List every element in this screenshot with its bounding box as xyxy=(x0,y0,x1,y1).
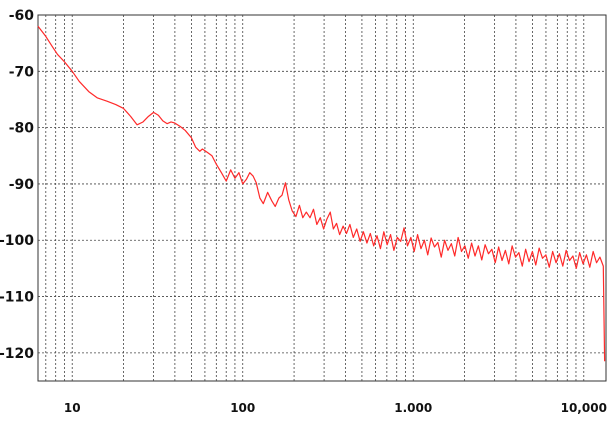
y-tick-label: -120 xyxy=(0,346,34,362)
y-tick-label: -110 xyxy=(0,290,34,306)
y-tick-label: -60 xyxy=(9,8,35,24)
x-tick-label: 1.000 xyxy=(394,401,432,415)
series-line xyxy=(37,25,606,362)
y-tick-label: -70 xyxy=(9,64,35,80)
y-tick-label: -90 xyxy=(9,177,35,193)
series-layer xyxy=(37,25,606,362)
plot-area xyxy=(37,14,607,382)
x-tick-label: 10,000 xyxy=(561,401,607,415)
y-axis-tick-labels: -60 -70 -80 -90 -100 -110 -120 xyxy=(0,8,34,362)
x-tick-label: 100 xyxy=(230,401,255,415)
y-tick-label: -80 xyxy=(9,121,35,137)
x-axis-tick-labels: 10 100 1.000 10,000 xyxy=(64,401,607,415)
grid-lines xyxy=(38,15,606,381)
y-tick-label: -100 xyxy=(0,233,34,249)
x-tick-label: 10 xyxy=(64,401,81,415)
